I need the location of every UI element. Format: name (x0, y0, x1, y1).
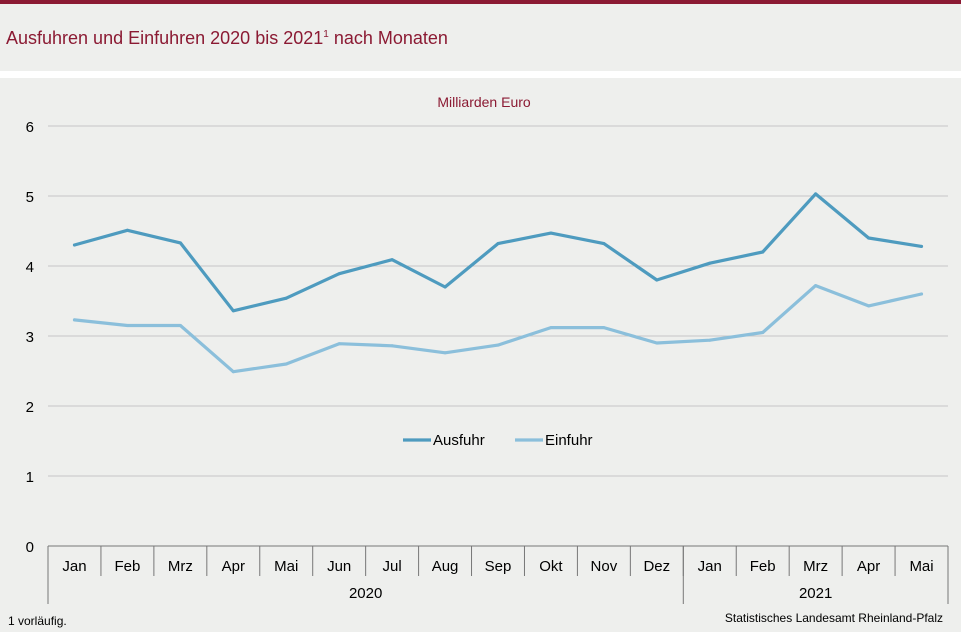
page-title: Ausfuhren und Einfuhren 2020 bis 20211 n… (6, 28, 448, 49)
y-tick-label: 2 (26, 399, 34, 416)
data-point-ausfuhr (920, 244, 924, 248)
y-tick-label: 6 (26, 119, 34, 136)
data-point-ausfuhr (549, 231, 553, 235)
data-point-einfuhr (496, 343, 500, 347)
x-tick-label: Jun (327, 558, 351, 575)
series-line-ausfuhr (72, 192, 924, 313)
data-point-einfuhr (72, 318, 76, 322)
data-point-ausfuhr (337, 272, 341, 276)
y-tick-label: 0 (26, 539, 34, 556)
data-point-einfuhr (178, 324, 182, 327)
data-point-einfuhr (549, 326, 553, 330)
legend-label-ausfuhr: Ausfuhr (433, 432, 485, 449)
x-tick-label: Mai (274, 558, 298, 575)
title-suffix: nach Monaten (328, 28, 448, 48)
year-group-label: 2021 (799, 585, 832, 602)
x-tick-label: Nov (591, 558, 618, 575)
data-point-ausfuhr (390, 258, 394, 262)
x-tick-label: Jan (698, 558, 722, 575)
x-tick-label: Sep (485, 558, 512, 575)
data-point-einfuhr (814, 284, 818, 288)
data-point-ausfuhr (178, 241, 182, 245)
data-point-ausfuhr (72, 243, 76, 247)
title-footnote-marker: 1 (323, 29, 329, 40)
data-point-einfuhr (284, 362, 288, 366)
legend: Ausfuhr Einfuhr (403, 432, 593, 449)
source-note: Statistisches Landesamt Rheinland-Pfalz (724, 611, 943, 625)
x-tick-label: Apr (857, 558, 880, 575)
x-tick-label: Apr (222, 558, 245, 575)
x-tick-label: Feb (750, 558, 776, 575)
unit-label: Milliarden Euro (437, 94, 531, 110)
data-point-ausfuhr (443, 285, 447, 289)
data-point-ausfuhr (602, 242, 606, 246)
data-point-einfuhr (602, 326, 606, 330)
y-tick-label: 1 (26, 469, 34, 486)
x-tick-label: Dez (643, 558, 670, 575)
grid-layer (48, 125, 948, 477)
data-point-einfuhr (125, 324, 129, 327)
footnote: 1 vorläufig. (8, 614, 67, 628)
data-point-ausfuhr (867, 236, 871, 240)
title-divider (0, 71, 961, 78)
axis-layer: 0 1 2 3 4 5 6 Jan Feb Mrz Apr Mai Jun Jul Aug Sep Okt Nov… (26, 119, 949, 604)
data-point-einfuhr (867, 304, 871, 308)
data-point-einfuhr (337, 342, 341, 346)
data-point-einfuhr (443, 351, 447, 355)
y-tick-label: 5 (26, 189, 34, 206)
data-point-ausfuhr (496, 242, 500, 246)
data-point-ausfuhr (708, 261, 712, 265)
data-point-einfuhr (761, 331, 765, 334)
x-tick-label: Aug (432, 558, 459, 575)
year-group-label: 2020 (349, 585, 382, 602)
x-tick-label: Jul (383, 558, 402, 575)
x-tick-label: Okt (539, 558, 563, 575)
y-tick-label: 3 (26, 329, 34, 346)
data-point-einfuhr (231, 370, 235, 374)
data-point-ausfuhr (814, 192, 818, 196)
series-layer (72, 192, 924, 374)
x-tick-label: Feb (114, 558, 140, 575)
x-tick-label: Mrz (803, 558, 828, 575)
data-point-ausfuhr (125, 228, 129, 232)
legend-label-einfuhr: Einfuhr (545, 432, 593, 449)
data-point-ausfuhr (284, 296, 288, 300)
series-line-einfuhr (72, 284, 924, 374)
data-point-ausfuhr (231, 309, 235, 313)
data-point-ausfuhr (655, 278, 659, 282)
title-text: Ausfuhren und Einfuhren 2020 bis 2021 (6, 28, 324, 48)
data-point-ausfuhr (761, 250, 765, 254)
y-tick-label: 4 (26, 259, 34, 276)
x-tick-label: Mai (909, 558, 933, 575)
data-point-einfuhr (708, 338, 712, 342)
data-point-einfuhr (920, 292, 924, 296)
top-accent-bar (0, 0, 961, 4)
x-tick-label: Jan (62, 558, 86, 575)
data-point-einfuhr (655, 341, 659, 345)
x-tick-label: Mrz (168, 558, 193, 575)
data-point-einfuhr (390, 344, 394, 348)
